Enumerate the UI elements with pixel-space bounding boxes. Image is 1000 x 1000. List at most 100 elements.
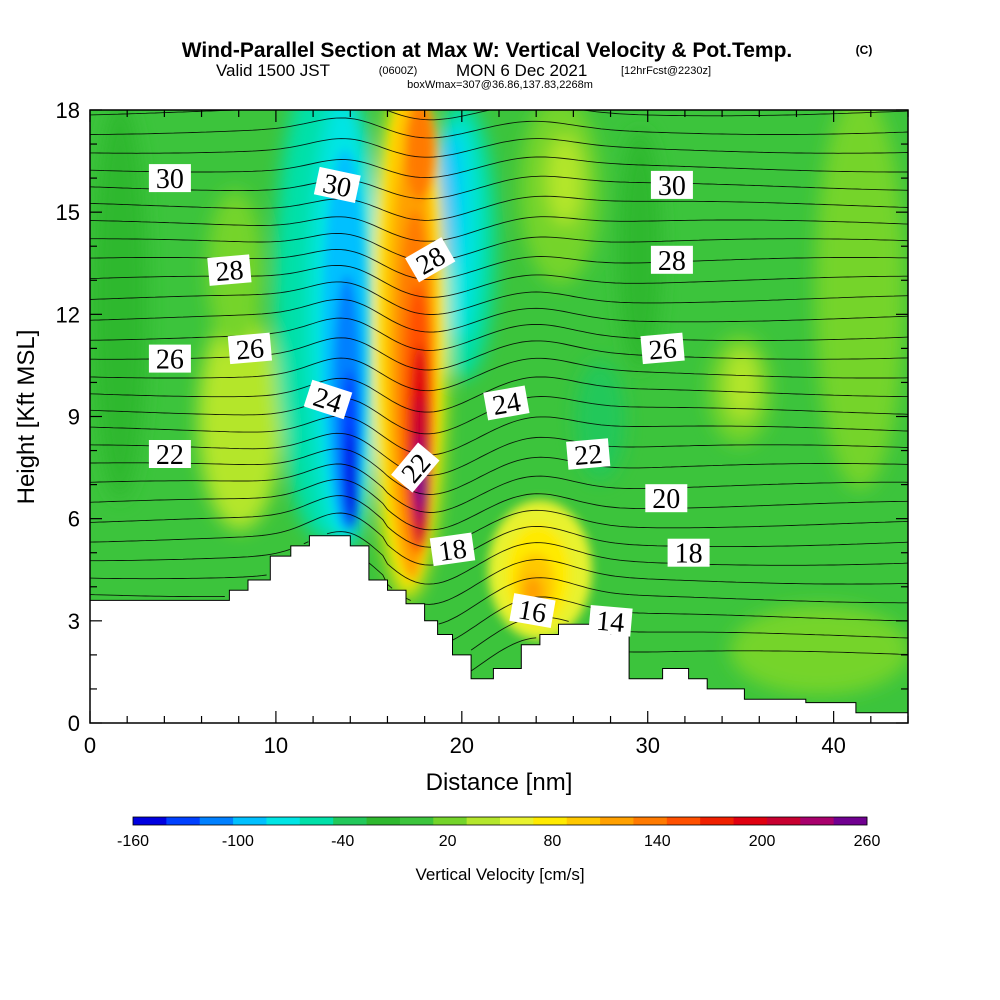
copyright-mark: (C) [856,43,873,57]
x-tick-label: 20 [450,733,474,758]
svg-text:30: 30 [320,168,354,204]
svg-text:26: 26 [156,345,184,376]
contour-label: 24 [303,379,353,420]
colorbar-swatch [533,817,568,825]
colorbar-swatch [500,817,534,825]
contour-label: 22 [148,440,191,471]
svg-text:24: 24 [490,387,523,422]
theta-contour-line [90,298,908,333]
contour-label: 28 [207,254,252,288]
colorbar-tick-label: 80 [544,833,562,850]
colorbar-swatch [766,817,801,825]
contour-label: 20 [645,484,688,515]
colorbar-swatch [700,817,734,825]
y-axis: 0 3 6 9 12 15 18 [56,98,908,736]
contour-label: 26 [148,344,191,376]
y-tick-label: 12 [56,302,80,327]
svg-text:16: 16 [516,594,549,629]
theta-contour-line [90,448,908,495]
colorbar-swatch [333,817,367,825]
colorbar-swatch [800,817,835,825]
y-axis-label: Height [Kft MSL] [13,330,40,505]
theta-contour-line [90,337,908,371]
svg-text:26: 26 [647,333,678,366]
x-tick-label: 0 [84,733,96,758]
contour-label: 16 [509,593,556,630]
contour-label: 26 [640,332,685,367]
x-tick-label: 40 [821,733,845,758]
colorbar-swatch [299,817,334,825]
y-tick-label: 3 [68,609,80,634]
theta-contour-line [90,463,908,513]
theta-contour-line [90,531,908,585]
theta-contour-line [90,216,908,242]
theta-contour-line [90,495,908,548]
theta-contour-line [90,415,908,456]
colorbar-swatch [133,817,167,825]
x-axis: 0 10 20 30 40 [84,110,909,758]
x-tick-label: 30 [635,733,659,758]
y-tick-label: 15 [56,200,80,225]
contour-label: 30 [148,164,191,195]
svg-text:[12hrFcst@2230z]: [12hrFcst@2230z] [621,65,711,77]
theta-contour-line [90,376,908,413]
contour-label: 30 [313,166,361,204]
colorbar-tick-label: 200 [749,833,776,850]
contour-label: 18 [429,532,476,568]
svg-text:30: 30 [156,164,184,195]
theta-contour-line [90,317,908,351]
theta-contour-line [90,357,908,392]
theta-contour-line [90,577,908,625]
colorbar-swatch [733,817,768,825]
chart-title: Wind-Parallel Section at Max W: Vertical… [182,39,793,62]
colorbar-tick-label: -160 [117,833,149,850]
colorbar-tick-label: 260 [854,833,881,850]
colorbar-swatch [266,817,301,825]
x-tick-label: 10 [264,733,288,758]
y-tick-label: 9 [68,405,80,430]
contour-label: 24 [483,385,530,422]
x-axis-label: Distance [nm] [426,769,573,796]
colorbar-swatch [833,817,868,825]
colorbar-swatch [666,817,701,825]
svg-text:Valid 1500 JST: Valid 1500 JST [216,61,330,80]
svg-text:22: 22 [156,440,184,471]
theta-contour-line [90,432,908,476]
y-tick-label: 18 [56,98,80,123]
y-tick-label: 6 [68,507,80,532]
theta-contour-line [90,232,908,262]
theta-contour-line [90,478,908,531]
svg-text:MON 6 Dec 2021: MON 6 Dec 2021 [456,61,587,80]
svg-text:14: 14 [595,606,626,639]
svg-text:18: 18 [437,533,469,568]
box-wmax-info: boxWmax=307@36.86,137.83,2268m [407,79,593,91]
theta-contour-line [90,156,908,179]
contour-label: 18 [667,538,710,570]
contour-label: 14 [588,605,633,639]
svg-text:18: 18 [675,539,703,570]
colorbar-swatch [466,817,501,825]
svg-text:30: 30 [658,171,686,202]
valid-time-line: Valid 1500 JST (0600Z) MON 6 Dec 2021 [1… [216,61,711,80]
theta-contour-line [470,637,908,672]
colorbar-tick-label: 20 [439,833,457,850]
contour-label: 28 [650,245,693,277]
colorbar-swatch [166,817,201,825]
colorbar-label: Vertical Velocity [cm/s] [415,865,584,884]
theta-contour-line [90,281,908,315]
theta-contour-line [90,138,908,158]
colorbar: -160 -100 -40 20 80 140 200 260 [117,816,881,850]
colorbar-tick-label: -40 [331,833,354,850]
theta-contour-line [90,117,908,139]
theta-contour-line [90,195,908,221]
svg-text:28: 28 [658,246,686,277]
theta-contour-line [90,512,908,566]
colorbar-swatch [399,817,434,825]
colorbar-swatch [233,817,267,825]
svg-text:22: 22 [573,439,604,472]
colorbar-swatch [366,817,401,825]
svg-text:28: 28 [214,255,245,288]
contour-label: 30 [650,170,693,202]
terrain [90,535,908,723]
